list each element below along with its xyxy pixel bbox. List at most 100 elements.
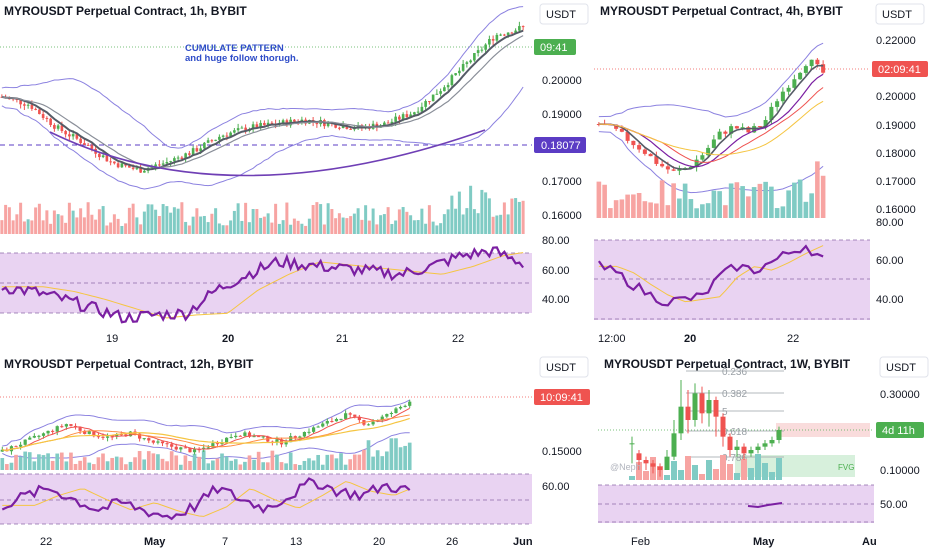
candle-body xyxy=(424,101,427,107)
volume-bar xyxy=(302,460,307,470)
candle-body xyxy=(19,99,22,105)
candle-body xyxy=(83,430,87,434)
volume-bar xyxy=(510,198,514,234)
candle-body xyxy=(780,91,785,102)
volume-bar xyxy=(56,214,60,234)
price-tick: 0.22000 xyxy=(876,35,916,47)
candle-body xyxy=(734,126,739,129)
price-tick: 0.15000 xyxy=(542,446,582,458)
volume-bar xyxy=(265,462,270,470)
volume-bar xyxy=(139,224,143,234)
volume-bar xyxy=(7,207,11,234)
volume-bar xyxy=(330,209,334,234)
candle-body xyxy=(75,134,79,139)
volume-bar xyxy=(375,450,380,470)
candle-body xyxy=(769,106,774,121)
volume-bar xyxy=(654,203,659,218)
candle-body xyxy=(79,138,82,144)
volume-bar xyxy=(229,220,233,234)
candle-body xyxy=(688,166,693,169)
volume-bar xyxy=(184,221,188,234)
candle-body xyxy=(776,430,782,440)
candle-body xyxy=(302,432,307,437)
panel-title-1w: MYROUSDT Perpetual Contract, 1W, BYBIT xyxy=(604,357,851,371)
candle-body xyxy=(385,414,389,417)
candle-body xyxy=(71,134,75,137)
volume-bar xyxy=(124,464,128,470)
bollinger-lower xyxy=(598,131,824,194)
x-tick: 7 xyxy=(222,536,228,548)
volume-bar xyxy=(220,453,224,470)
currency-button-1h[interactable] xyxy=(539,3,589,25)
volume-bar xyxy=(319,204,323,234)
price-tick: 0.10000 xyxy=(880,465,920,477)
volume-bar xyxy=(364,205,368,234)
volume-bar xyxy=(636,462,642,480)
volume-bar xyxy=(356,208,360,234)
currency-button-1w[interactable] xyxy=(879,356,929,378)
moving-average-line xyxy=(1,35,524,168)
volume-bar xyxy=(64,222,68,234)
candle-body xyxy=(488,39,491,45)
fib-label: 0.382 xyxy=(722,389,747,400)
volume-bar xyxy=(416,220,420,234)
candle-body xyxy=(413,112,416,115)
volume-bar xyxy=(183,455,188,470)
candle-body xyxy=(334,123,337,128)
panel-1h: MYROUSDT Perpetual Contract, 1h, BYBIT C… xyxy=(0,3,589,345)
candle-body xyxy=(357,416,361,421)
volume-bar xyxy=(240,220,244,234)
x-tick: Feb xyxy=(631,536,650,548)
volume-bar xyxy=(480,189,484,234)
volume-bar xyxy=(469,185,473,234)
candle-body xyxy=(60,125,64,132)
volume-bar xyxy=(748,468,754,480)
volume-bar xyxy=(157,216,161,234)
price-tick: 0.17000 xyxy=(542,176,582,188)
bollinger-upper xyxy=(2,399,410,447)
volume-bar xyxy=(105,225,109,234)
volume-bar xyxy=(232,210,236,234)
volume-bar xyxy=(625,194,630,218)
price-tick: 0.17000 xyxy=(876,176,916,188)
candle-body xyxy=(775,101,780,107)
candle-body xyxy=(717,131,722,140)
candle-body xyxy=(101,155,105,158)
volume-bar xyxy=(5,464,9,470)
currency-button-12h[interactable] xyxy=(539,356,589,378)
candle-body xyxy=(405,114,409,118)
candle-body xyxy=(408,401,412,406)
volume-bar xyxy=(243,461,247,470)
volume-bar xyxy=(746,196,751,218)
volume-bar xyxy=(757,183,763,218)
volume-bar xyxy=(46,453,50,470)
rounding-bottom-arc xyxy=(49,129,486,177)
candle-body xyxy=(694,159,699,167)
candle-body xyxy=(38,109,41,115)
candle-body xyxy=(480,49,484,51)
candle-body xyxy=(18,444,23,447)
volume-bar xyxy=(755,454,761,480)
volume-bar xyxy=(792,182,797,218)
candle-body xyxy=(128,165,131,168)
candle-body xyxy=(514,30,517,34)
volume-bar xyxy=(172,207,176,234)
volume-bar xyxy=(643,471,649,480)
volume-bar xyxy=(11,220,15,234)
volume-bar xyxy=(112,214,116,234)
volume-bar xyxy=(67,202,71,234)
x-tick: May xyxy=(753,536,775,548)
volume-bar xyxy=(119,457,124,470)
candle-body xyxy=(809,59,814,67)
candle-body xyxy=(142,438,146,440)
volume-bar xyxy=(390,223,394,234)
currency-button-4h[interactable] xyxy=(875,3,925,25)
candle-body xyxy=(284,442,288,445)
candle-body xyxy=(330,421,334,423)
volume-bar xyxy=(133,457,137,470)
volume-bar xyxy=(238,464,243,470)
volume-bar xyxy=(120,225,124,234)
fvg-label: FVG xyxy=(838,463,854,472)
volume-bar xyxy=(375,224,379,234)
volume-bar xyxy=(0,458,5,470)
